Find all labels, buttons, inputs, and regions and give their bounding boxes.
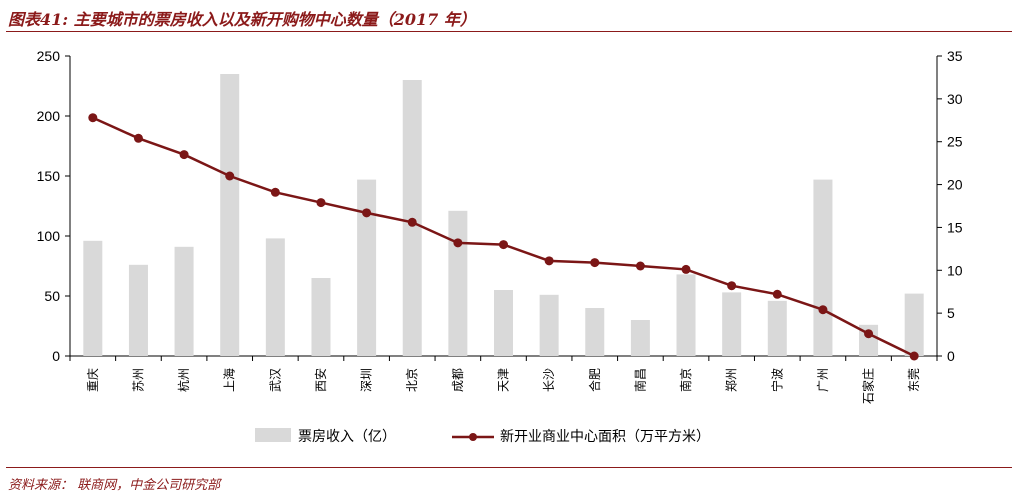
line-point — [453, 238, 463, 248]
line-point — [499, 240, 508, 250]
legend-label-line: 新开业商业中心面积（万平方米） — [500, 429, 710, 445]
category-label: 南京 — [678, 368, 693, 392]
line-point — [88, 113, 98, 123]
category-label: 南昌 — [632, 368, 647, 392]
bar — [767, 300, 787, 356]
line-point — [727, 281, 737, 291]
title-rule — [6, 31, 1012, 32]
line-point — [407, 217, 417, 227]
legend: 票房收入（亿） 新开业商业中心面积（万平方米） — [255, 428, 710, 445]
line-point — [681, 264, 691, 274]
bar — [265, 238, 285, 356]
bar — [174, 246, 194, 356]
line-point — [179, 150, 189, 160]
bar — [220, 74, 240, 356]
line-point — [818, 305, 828, 315]
category-label: 上海 — [222, 368, 237, 392]
category-label: 石家庄 — [861, 368, 876, 404]
bar — [83, 240, 103, 356]
category-label: 深圳 — [360, 368, 374, 392]
bar — [630, 320, 650, 356]
bar — [539, 294, 559, 356]
line-point — [362, 208, 372, 218]
bar — [813, 179, 833, 356]
line-point — [635, 261, 645, 271]
y-left-tick-label: 200 — [37, 108, 61, 124]
category-label: 重庆 — [86, 368, 100, 392]
source-rule — [6, 467, 1012, 468]
line-point — [316, 198, 326, 208]
y-right-tick-label: 15 — [947, 219, 963, 235]
line-point — [772, 289, 782, 299]
category-label: 北京 — [405, 368, 419, 392]
y-right-tick-label: 5 — [947, 305, 955, 321]
source-note: 资料来源： 联商网，中金公司研究部 — [8, 478, 221, 493]
category-label: 东莞 — [907, 368, 921, 392]
y-left-tick-label: 100 — [37, 228, 61, 244]
bar — [128, 264, 148, 356]
category-label: 郑州 — [724, 368, 739, 392]
category-label: 长沙 — [542, 368, 556, 392]
bar — [311, 278, 331, 356]
bar — [676, 274, 696, 356]
line-series — [88, 113, 919, 361]
y-right-tick-label: 35 — [947, 48, 963, 64]
combo-chart: 0 50 100 150 200 250 0 5 10 15 20 25 30 35 重庆 苏州 杭州 上海 武汉… — [37, 48, 963, 445]
chart-title: 图表41: 主要城市的票房收入以及新开购物中心数量（2017 年） — [8, 10, 476, 29]
bar — [494, 290, 513, 356]
category-label: 杭州 — [176, 368, 191, 392]
category-label: 武汉 — [268, 368, 282, 392]
line-point — [270, 187, 280, 197]
category-label: 宁波 — [769, 368, 784, 392]
bar — [585, 308, 605, 356]
line-point — [225, 171, 235, 181]
line-point — [544, 256, 554, 266]
legend-marker — [469, 433, 477, 441]
y-right-tick-label: 20 — [947, 177, 963, 193]
category-label: 天津 — [497, 368, 511, 392]
line-point — [590, 258, 600, 268]
category-label: 苏州 — [131, 368, 145, 392]
category-label: 广州 — [816, 368, 830, 392]
bar — [357, 179, 377, 356]
y-left-tick-label: 150 — [37, 168, 61, 184]
y-left-tick-label: 0 — [52, 348, 60, 364]
legend-label-bar: 票房收入（亿） — [298, 429, 396, 445]
category-label: 合肥 — [587, 368, 602, 392]
y-right-tick-label: 30 — [947, 91, 963, 107]
bar — [904, 293, 924, 356]
category-labels: 重庆 苏州 杭州 上海 武汉 西安 深圳 北京 成都 天津 长沙 合肥 南昌 南京 郑州 宁波 广州 石家庄 东莞 — [86, 368, 921, 404]
y-right-tick-label: 0 — [947, 348, 955, 364]
bar — [448, 210, 468, 356]
line-point — [133, 133, 143, 143]
legend-swatch-bar — [255, 428, 291, 442]
y-right-tick-label: 10 — [947, 262, 963, 278]
y-left-tick-label: 50 — [44, 288, 60, 304]
category-label: 成都 — [451, 368, 465, 392]
category-label: 西安 — [313, 368, 328, 392]
y-right-tick-label: 25 — [947, 134, 963, 150]
bar-series — [83, 74, 924, 356]
y-left-tick-label: 250 — [37, 48, 61, 64]
line-point — [909, 351, 919, 361]
bar — [722, 292, 742, 356]
line-point — [864, 329, 874, 339]
